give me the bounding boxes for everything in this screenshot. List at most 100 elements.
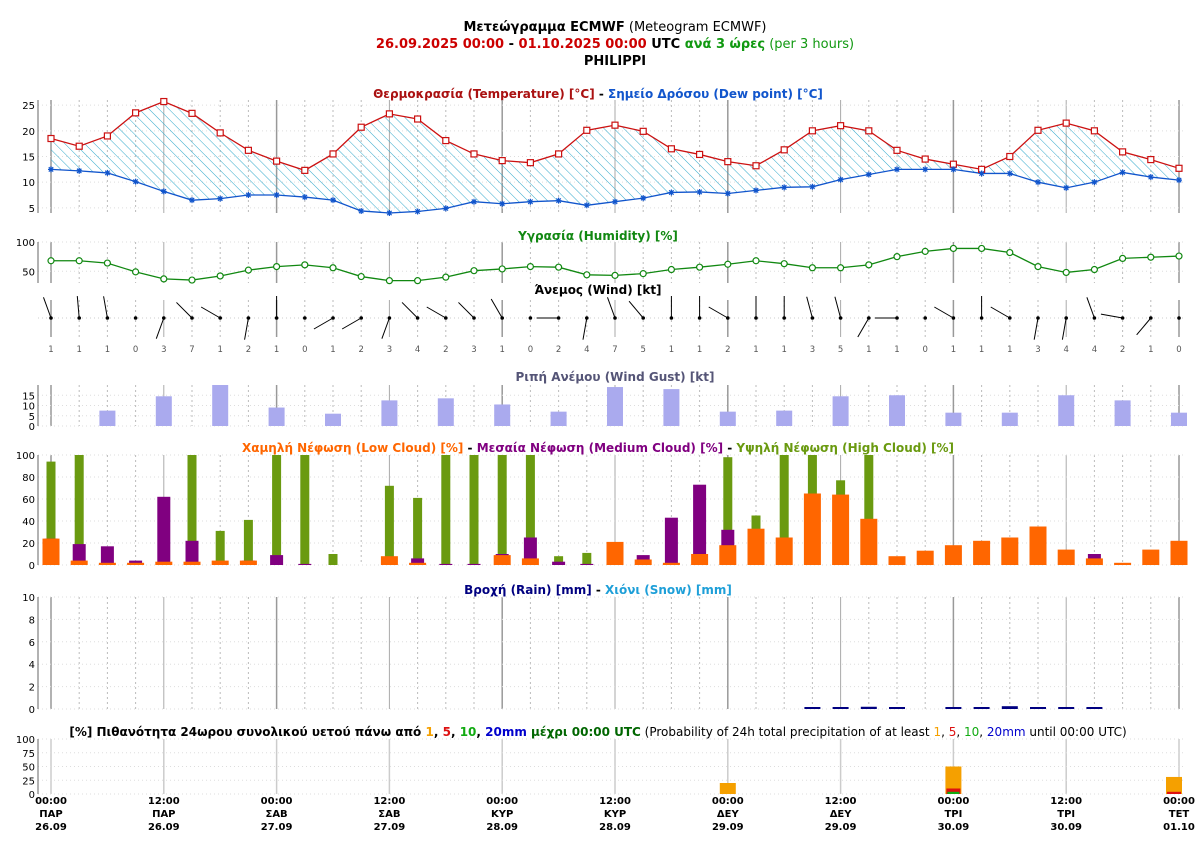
low-cloud-bar — [691, 554, 709, 565]
y-tick-label: 100 — [16, 735, 35, 746]
gust-bar — [1171, 412, 1187, 426]
panel-title-part: Υγρασία (Humidity) [%] — [517, 229, 678, 243]
wind-speed-label: 0 — [302, 345, 307, 355]
gust-bar — [99, 410, 116, 426]
wind-speed-label: 2 — [246, 345, 251, 355]
dewpoint-point — [1119, 169, 1126, 176]
medium-cloud-bar — [664, 517, 678, 565]
x-tick-day: ΣΑΒ — [378, 809, 400, 820]
wind-speed-label: 1 — [1148, 345, 1153, 355]
high-cloud-bar — [243, 519, 253, 565]
wind-barb — [1086, 297, 1095, 319]
wind-barb — [155, 317, 165, 339]
panel-title-part: 5 — [949, 725, 957, 739]
panel-title-part: Υψηλή Νέφωση (High Cloud) [%] — [735, 441, 954, 455]
low-cloud-bar — [70, 560, 88, 565]
dewpoint-point — [894, 166, 900, 173]
x-tick-date: 26.09 — [35, 822, 67, 833]
header-title-normal: (Meteogram ECMWF) — [625, 20, 767, 35]
wind-barb — [176, 302, 193, 319]
humidity-point — [1090, 265, 1099, 274]
wind-speed-label: 1 — [697, 345, 702, 355]
high-cloud-bar — [469, 455, 479, 565]
wind-barb — [381, 317, 390, 339]
probability-bar-1 — [1166, 776, 1182, 794]
wind-speed-label: 2 — [358, 345, 363, 355]
panel-title-part: 10 — [964, 725, 979, 739]
y-tick-label: 6 — [29, 638, 35, 649]
low-cloud-bar — [606, 541, 624, 565]
low-cloud-bar — [973, 540, 991, 565]
x-tick-time: 00:00 — [712, 796, 744, 807]
wind-speed-label: 1 — [1007, 345, 1012, 355]
panel-title-part: - — [595, 87, 608, 101]
humidity-point — [667, 265, 676, 274]
low-cloud-bar — [747, 528, 765, 565]
humidity-point — [1062, 268, 1070, 277]
high-cloud-bar — [582, 552, 592, 565]
temperature-point — [752, 162, 760, 170]
panel-title-part: , — [941, 725, 949, 739]
temperature-point — [893, 146, 901, 154]
low-cloud-bar — [493, 555, 511, 565]
panel-title-part: (Probability of 24h total precipitation … — [641, 725, 934, 739]
wind-barb — [313, 317, 334, 330]
x-tick-time: 00:00 — [261, 796, 293, 807]
gust-bar — [663, 389, 680, 426]
rain-bar — [945, 707, 962, 709]
rain-bar — [804, 707, 821, 709]
dewpoint-point — [612, 198, 618, 205]
y-tick-label: 100 — [16, 238, 35, 249]
panel-title-part: Άνεμος (Wind) [kt] — [534, 283, 661, 297]
x-tick-day: ΔΕΥ — [717, 809, 740, 820]
rain-bar — [973, 707, 990, 709]
panel-title-part: Ριπή Ανέμου (Wind Gust) [kt] — [516, 370, 715, 384]
humidity-point — [921, 247, 929, 255]
temperature-point — [1175, 164, 1183, 172]
low-cloud-bar — [944, 545, 962, 565]
panel-title-part: , — [979, 725, 987, 739]
header-line-1: Μετεώγραμμα ECMWF (Meteogram ECMWF) — [463, 20, 766, 35]
x-tick-day: ΤΡΙ — [1057, 809, 1075, 820]
dewpoint-point — [696, 188, 703, 195]
gust-bar — [155, 396, 172, 426]
wind-barb — [1061, 317, 1067, 340]
dewpoint-point — [273, 192, 280, 199]
x-tick-date: 28.09 — [599, 822, 631, 833]
dewpoint-point — [104, 169, 111, 176]
low-cloud-bar — [888, 556, 906, 565]
panel-title-precip: Βροχή (Rain) [mm] - Χιόνι (Snow) [mm] — [464, 583, 732, 597]
header-date-start: 26.09.2025 00:00 — [376, 37, 504, 52]
x-tick-day: ΚΥΡ — [604, 809, 626, 820]
high-cloud-bar — [723, 457, 733, 565]
wind-speed-label: 2 — [443, 345, 448, 355]
wind-station-dot — [133, 316, 138, 320]
y-tick-label: 4 — [29, 660, 35, 671]
dewpoint-point — [245, 192, 252, 199]
x-tick-time: 00:00 — [35, 796, 67, 807]
panel-title-part: 1 — [933, 725, 941, 739]
y-tick-label: 100 — [16, 451, 35, 462]
panel-title-part: - — [592, 583, 605, 597]
panel-title-part: , — [451, 725, 460, 739]
rain-bar — [1001, 706, 1018, 709]
panel-title-gust: Ριπή Ανέμου (Wind Gust) [kt] — [516, 370, 715, 384]
temperature-point — [75, 142, 83, 150]
y-tick-label: 75 — [22, 749, 35, 760]
dewpoint-point — [865, 171, 872, 178]
panel-title-part: Βροχή (Rain) [mm] — [464, 583, 592, 597]
temperature-point — [921, 155, 929, 163]
y-tick-label: 5 — [29, 204, 35, 215]
dewpoint-point — [922, 166, 929, 173]
temperature-point — [414, 115, 422, 123]
temperature-point — [667, 145, 676, 153]
humidity-point — [836, 264, 845, 272]
temperature-point — [442, 136, 450, 145]
y-tick-label: 5 — [29, 412, 35, 423]
wind-barb — [607, 297, 616, 319]
wind-barb — [582, 317, 588, 340]
dewpoint-point — [1091, 179, 1098, 186]
dewpoint-point — [1035, 179, 1041, 186]
panel-title-humidity: Υγρασία (Humidity) [%] — [517, 229, 678, 243]
y-tick-label: 15 — [22, 391, 35, 402]
